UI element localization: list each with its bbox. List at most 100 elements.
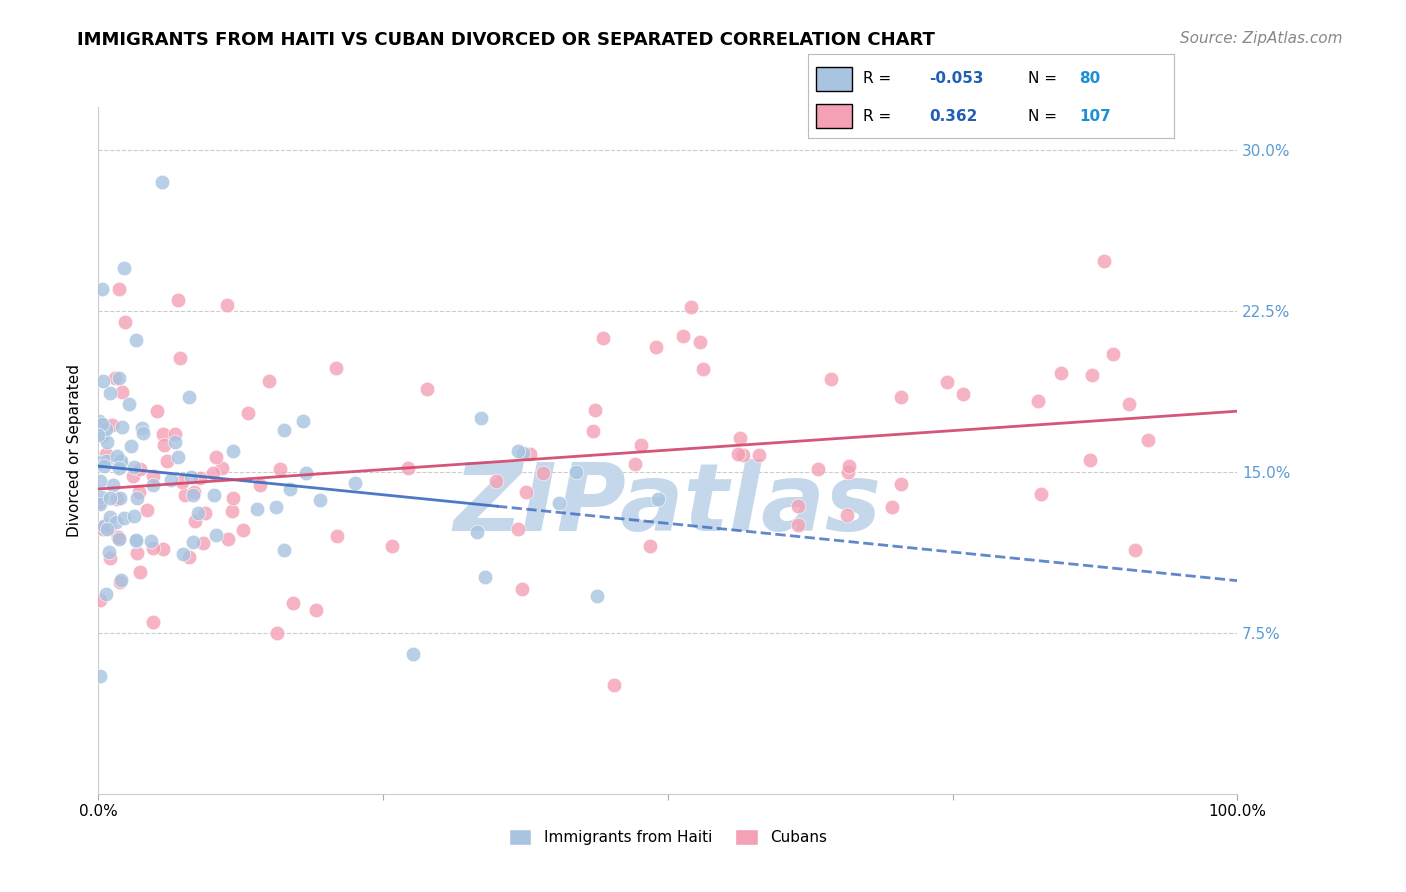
Point — [114, 315, 136, 329]
Point — [1123, 543, 1146, 558]
Point — [93, 458, 115, 473]
Point — [96, 523, 118, 537]
Text: 107: 107 — [1078, 109, 1111, 124]
Point — [647, 492, 669, 507]
Point — [519, 447, 541, 461]
Point — [681, 300, 703, 314]
Point — [221, 504, 243, 518]
Point — [344, 476, 367, 491]
Point — [101, 417, 124, 432]
Point — [90, 490, 112, 504]
Point — [508, 522, 530, 536]
Point — [602, 678, 624, 692]
Point — [623, 457, 645, 471]
Point — [98, 386, 121, 401]
Point — [118, 397, 141, 411]
Point — [105, 449, 128, 463]
Point — [108, 533, 131, 547]
Text: 80: 80 — [1078, 71, 1101, 87]
Point — [107, 460, 129, 475]
Point — [98, 520, 121, 534]
Point — [152, 426, 174, 441]
Point — [167, 450, 190, 464]
Point — [87, 495, 110, 509]
Point — [326, 529, 349, 543]
Point — [131, 421, 153, 435]
Point — [565, 465, 588, 479]
Point — [672, 329, 695, 343]
Point — [108, 283, 131, 297]
Point — [630, 437, 652, 451]
Point — [837, 465, 859, 479]
Point — [142, 469, 165, 483]
Point — [166, 293, 188, 308]
Point — [467, 525, 489, 540]
Point — [91, 522, 114, 536]
Point — [127, 546, 149, 560]
Point — [90, 417, 112, 431]
Point — [582, 425, 605, 439]
Point — [108, 491, 131, 506]
Point — [689, 335, 711, 350]
Point — [96, 446, 118, 460]
Point — [170, 475, 193, 489]
Point — [111, 420, 134, 434]
Point — [94, 518, 117, 533]
Point — [692, 361, 714, 376]
Point — [727, 447, 749, 461]
Point — [807, 461, 830, 475]
Point — [249, 478, 271, 492]
Point — [179, 550, 201, 565]
Point — [89, 497, 111, 511]
Point — [645, 339, 668, 353]
Point — [107, 371, 129, 385]
Point — [128, 484, 150, 499]
Text: R =: R = — [863, 109, 897, 124]
Point — [98, 491, 121, 505]
Point — [273, 542, 295, 557]
Legend: Immigrants from Haiti, Cubans: Immigrants from Haiti, Cubans — [502, 823, 834, 852]
Point — [160, 473, 183, 487]
Point — [232, 523, 254, 537]
Point — [936, 376, 959, 390]
Point — [112, 260, 135, 275]
Point — [89, 475, 111, 489]
Point — [1102, 347, 1125, 361]
Point — [515, 485, 537, 500]
Point — [292, 415, 315, 429]
Point — [94, 420, 117, 434]
Point — [205, 528, 228, 542]
Point — [510, 582, 533, 597]
Text: R =: R = — [863, 71, 897, 87]
Point — [139, 533, 162, 548]
Point — [111, 385, 134, 400]
Point — [512, 446, 534, 460]
Point — [470, 411, 492, 425]
Point — [129, 566, 152, 580]
Point — [152, 438, 174, 452]
Point — [101, 477, 124, 491]
Point — [89, 593, 111, 607]
Point — [105, 492, 128, 507]
Point — [108, 455, 131, 469]
Point — [415, 382, 437, 396]
Point — [1029, 487, 1052, 501]
Point — [108, 531, 131, 545]
Point — [547, 496, 569, 510]
Point — [396, 461, 419, 475]
Point — [120, 439, 142, 453]
Point — [89, 456, 111, 470]
Point — [304, 603, 326, 617]
Point — [98, 509, 121, 524]
Point — [94, 453, 117, 467]
Point — [820, 372, 842, 386]
Point — [184, 514, 207, 528]
Point — [177, 391, 200, 405]
Point — [1118, 397, 1140, 411]
Point — [1094, 253, 1116, 268]
Point — [217, 533, 239, 547]
Point — [142, 478, 165, 492]
Point — [150, 175, 173, 189]
Point — [786, 517, 808, 532]
Point — [96, 435, 118, 450]
